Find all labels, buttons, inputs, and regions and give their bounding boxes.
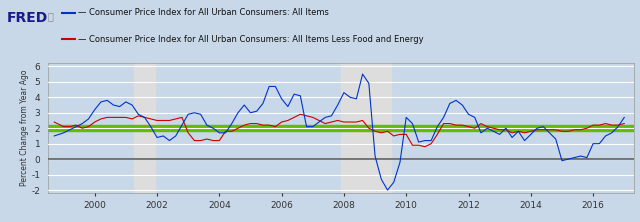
Text: ⧂: ⧂ [46, 11, 54, 21]
Text: — Consumer Price Index for All Urban Consumers: All Items: — Consumer Price Index for All Urban Con… [78, 8, 329, 17]
Text: — Consumer Price Index for All Urban Consumers: All Items Less Food and Energy: — Consumer Price Index for All Urban Con… [78, 35, 424, 44]
Bar [48, 125, 634, 131]
Text: FRED: FRED [6, 11, 47, 25]
Bar [134, 63, 154, 193]
Y-axis label: Percent Change from Year Ago: Percent Change from Year Ago [20, 70, 29, 186]
Bar [341, 63, 390, 193]
